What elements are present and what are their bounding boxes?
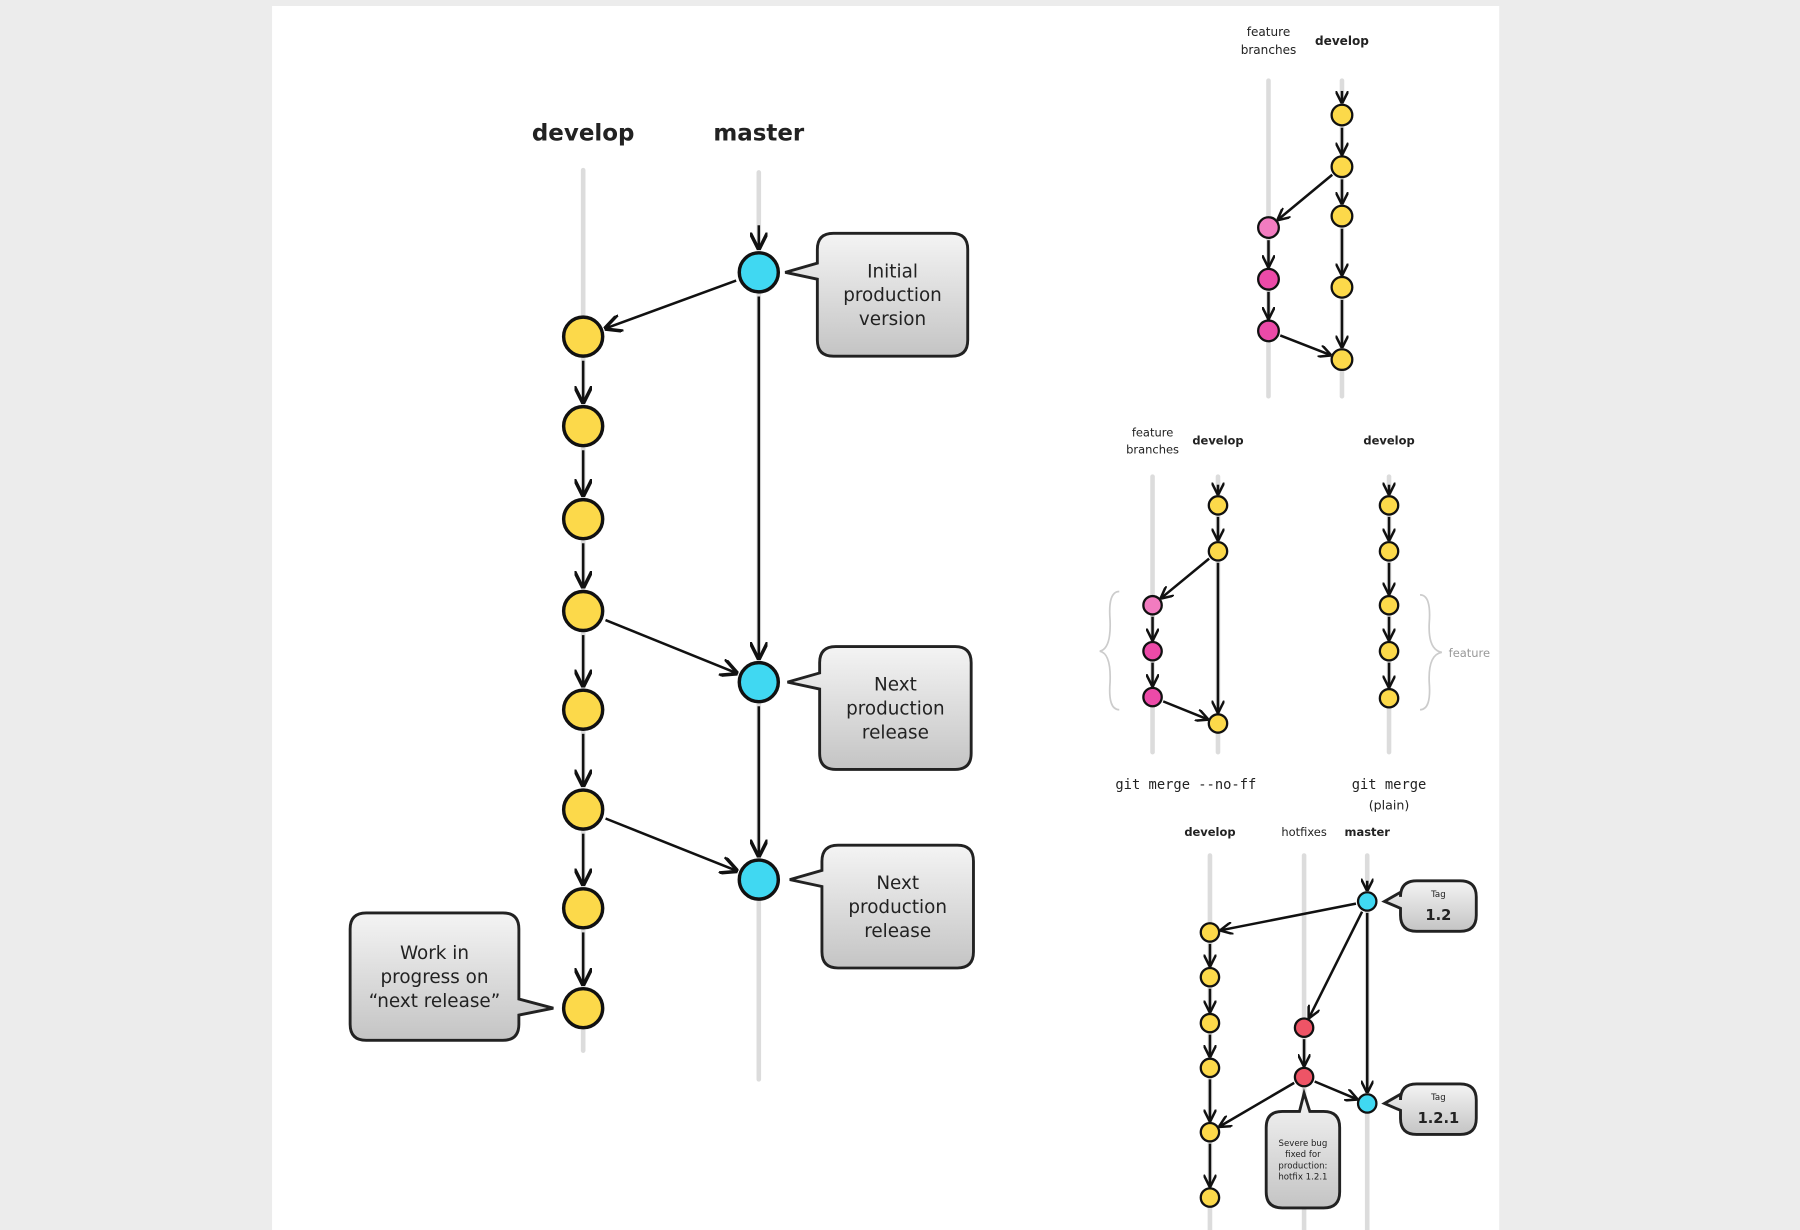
next-release-bubble [789,843,975,970]
commit-node [1330,155,1354,179]
feature-lane-label: feature [1132,425,1173,439]
next-release-bubble-text: production [848,897,947,918]
next-release-bubble-text: production [846,698,945,719]
commit-node [1207,713,1229,734]
commit-node [561,589,605,633]
commit-node [1207,495,1229,516]
feature-brace-right [1419,594,1443,711]
feature-lane-label: feature [1247,25,1291,39]
feature-brace-label: feature [1449,646,1490,660]
hotfix-note-bubble-text: production: [1278,1161,1327,1171]
commit-node [561,887,605,930]
tag-1-2-bubble-value: 1.2 [1425,907,1451,924]
work-in-progress-bubble-text: Work in [400,943,469,964]
develop-lane-label: develop [1363,434,1414,448]
tag-1-2-bubble-label: Tag [1430,890,1446,900]
master-lane-label: master [713,120,805,146]
tag-1-2-1-bubble-value: 1.2.1 [1418,1110,1460,1127]
commit-node [1199,1187,1221,1208]
work-in-progress-bubble [348,911,554,1042]
commit-node [737,251,781,294]
commit-node [1330,275,1354,299]
commit-node [1142,594,1163,616]
merge-plain-caption: git merge [1352,777,1427,793]
commit-node [1330,204,1354,228]
commit-node [1142,640,1163,662]
commit-node [1378,640,1400,662]
commit-node [737,660,781,704]
develop-lane-label: develop [1192,434,1243,448]
commit-arrow [1161,557,1210,598]
hotfix-note-bubble [1264,1087,1342,1210]
work-in-progress-bubble-text: “next release” [369,991,500,1012]
initial-production-bubble-text: Initial [867,261,918,282]
commit-node [561,497,605,541]
commit-node [1257,267,1280,291]
initial-production-bubble [784,231,970,358]
commit-arrow [605,817,737,871]
tag-1-2-1-bubble [1381,1082,1478,1136]
hotfix-note-bubble-text: hotfix 1.2.1 [1278,1173,1327,1183]
commit-node [1199,966,1221,988]
develop-lane-label: develop [1184,825,1235,839]
next-release-bubble-text: release [862,722,929,743]
commit-arrow [1221,902,1357,931]
commit-arrow [1278,173,1334,220]
feature-lane-label-2: branches [1241,43,1297,57]
tag-1-2-bubble [1381,879,1478,933]
develop-lane-label: develop [532,120,635,146]
commit-node [561,788,605,831]
commit-node [1330,103,1354,127]
commit-node [1199,1121,1221,1143]
commit-node [1378,687,1400,709]
commit-node [561,986,605,1030]
commit-arrow [1162,700,1207,719]
merge-noff-caption: git merge --no-ff [1115,777,1256,793]
next-release-bubble-text: release [864,921,931,942]
commit-node [1356,1093,1378,1114]
commit-node [1293,1017,1315,1039]
work-in-progress-bubble-text: progress on [381,967,489,988]
master-lane-label: master [1345,825,1391,839]
commit-node [561,404,605,448]
commit-node [1330,348,1354,372]
commit-arrow [1220,1081,1295,1127]
commit-node [1378,495,1400,516]
commit-node [1207,540,1229,562]
commit-node [1293,1066,1315,1088]
commit-node [1257,319,1280,343]
feature-brace-left [1099,590,1120,711]
commit-arrow [1314,1080,1357,1099]
commit-node [561,315,605,358]
tag-1-2-1-bubble-label: Tag [1430,1093,1446,1103]
commit-arrow [1309,911,1364,1018]
commit-arrow [1279,334,1330,355]
merge-plain-caption-2: (plain) [1369,798,1410,813]
commit-node [1199,1012,1221,1034]
initial-production-bubble-text: version [859,309,926,330]
commit-arrow [606,279,737,329]
commit-arrow [605,618,737,673]
develop-lane-label: develop [1315,34,1369,48]
commit-node [1378,594,1400,616]
hotfix-note-bubble-text: Severe bug [1279,1139,1328,1149]
feature-lane-label-2: branches [1126,443,1179,457]
commit-node [1257,216,1280,240]
hotfixes-lane-label: hotfixes [1281,825,1326,839]
initial-production-bubble-text: production [843,285,942,306]
commit-node [1199,922,1221,943]
next-release-bubble-text: Next [876,873,919,894]
commit-node [561,688,605,731]
hotfix-note-bubble-text: fixed for [1285,1150,1321,1160]
commit-node [1356,891,1378,912]
commit-node [1142,686,1163,708]
commit-node [1378,540,1400,562]
commit-node [737,858,781,901]
commit-node [1199,1057,1221,1079]
next-release-bubble [787,645,973,771]
next-release-bubble-text: Next [874,675,917,696]
